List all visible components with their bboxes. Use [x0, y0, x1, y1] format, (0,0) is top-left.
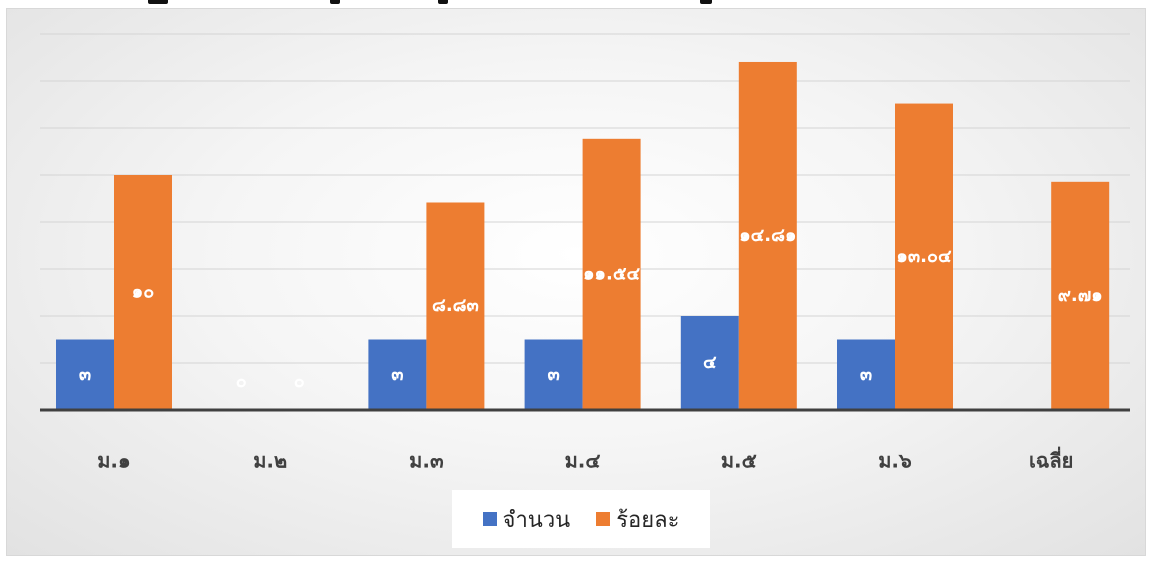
data-label: ๑๑.๕๔ — [583, 263, 640, 284]
data-label: ๑๐ — [132, 282, 154, 303]
x-tick-label: ม.๔ — [565, 449, 601, 473]
x-tick-label: เฉลี่ย — [1029, 446, 1073, 473]
legend-label-percent: ร้อยละ — [616, 507, 680, 533]
bar-percent — [426, 202, 485, 410]
data-label: ๓ — [547, 364, 559, 385]
x-tick-label: ม.๓ — [409, 449, 444, 473]
bar-percent — [1051, 181, 1110, 410]
bar-count — [524, 339, 583, 410]
bar-percent — [895, 103, 953, 410]
data-label: ๓ — [391, 364, 403, 385]
legend-swatch-percent — [596, 512, 611, 526]
bar-percent — [738, 61, 797, 411]
data-label: ๙.๗๑ — [1058, 285, 1103, 306]
bar-count — [368, 339, 427, 410]
x-tick-label: ม.๑ — [97, 449, 130, 473]
bar-percent — [114, 175, 172, 410]
x-tick-label: ม.๒ — [253, 449, 287, 473]
data-label: ๐ — [294, 371, 305, 392]
data-label: ๔ — [703, 352, 717, 373]
data-label: ๑๔.๘๑ — [739, 225, 796, 246]
legend-swatch-count — [482, 512, 497, 526]
legend-item-percent: ร้อยละ — [596, 502, 679, 537]
data-label: ๐ — [236, 371, 247, 392]
x-tick-label: ม.๕ — [721, 449, 757, 473]
legend-item-count: จำนวน — [482, 502, 571, 537]
legend-label-count: จำนวน — [502, 507, 571, 533]
data-label: ๓ — [79, 364, 91, 385]
bar-count — [837, 339, 895, 410]
x-tick-label: ม.๖ — [878, 449, 912, 473]
data-label: ๑๓.๐๔ — [896, 246, 952, 267]
bar-count — [56, 339, 114, 410]
cropped-title-remnant — [0, 0, 1152, 8]
chart-area — [6, 8, 1146, 556]
data-label: ๓ — [860, 364, 872, 385]
bar-count — [680, 316, 739, 410]
data-label: ๘.๘๓ — [432, 295, 479, 316]
chart-legend: จำนวน ร้อยละ — [452, 490, 710, 548]
bar-percent — [582, 138, 641, 410]
